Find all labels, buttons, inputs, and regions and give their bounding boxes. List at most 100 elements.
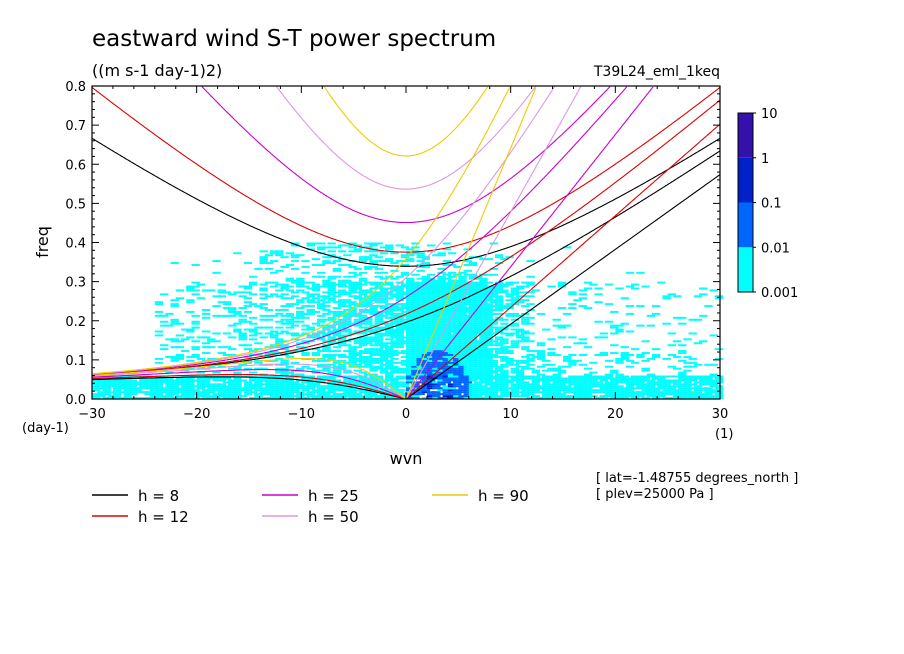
heat-cell (667, 375, 677, 378)
heat-cell (468, 334, 478, 337)
heat-cell (296, 310, 305, 313)
heat-cell (683, 361, 692, 364)
heat-cell (615, 397, 624, 399)
heat-cell (510, 293, 520, 296)
heat-cell (704, 305, 713, 308)
heat-cell (510, 367, 520, 370)
heat-cell (536, 385, 546, 388)
heat-cell (406, 279, 415, 282)
heat-cell (510, 391, 520, 394)
heat-cell (678, 379, 687, 382)
heat-cell (191, 355, 200, 358)
heat-cell (175, 289, 185, 292)
heat-cell (160, 324, 169, 327)
heat-cell (222, 377, 232, 380)
heat-cell (92, 395, 101, 398)
heat-cell (667, 381, 677, 384)
heat-cell (327, 287, 336, 290)
er-curve-h12 (92, 373, 406, 400)
heat-cell (583, 393, 593, 396)
heat-cell (196, 387, 206, 390)
heat-cell (531, 395, 540, 398)
heat-cell (317, 299, 326, 302)
heat-cell (688, 361, 697, 364)
heat-cell (290, 385, 300, 388)
heat-cell (463, 332, 472, 335)
heat-cell (714, 395, 724, 398)
heat-cell (306, 381, 315, 384)
heat-cell (678, 385, 687, 388)
heat-cell (521, 365, 530, 368)
heat-cell (552, 383, 561, 386)
heat-cell (358, 338, 368, 341)
heat-cell (489, 391, 499, 394)
heat-cell (201, 381, 211, 384)
colorbar-label: 1 (761, 152, 769, 167)
heat-cell (651, 348, 661, 351)
heat-cell (364, 350, 373, 353)
heat-cell (385, 309, 394, 311)
heat-cell (432, 289, 441, 292)
heat-cell (165, 381, 174, 384)
heat-cell (693, 393, 703, 396)
heat-cell (374, 367, 383, 370)
heat-cell (416, 346, 425, 349)
heat-cell (290, 244, 300, 247)
heat-cell (599, 332, 608, 335)
heat-cell (552, 367, 561, 370)
heat-cell (406, 344, 415, 347)
heat-cell (662, 391, 671, 394)
heat-cell (337, 354, 347, 356)
heat-cell (479, 350, 488, 353)
heat-cell (552, 369, 561, 372)
dispersion-curves (91, 85, 721, 400)
heat-cell (364, 318, 373, 321)
heat-cell (631, 379, 640, 382)
heat-cell (458, 334, 467, 337)
heat-cell (249, 281, 258, 284)
heat-cell (494, 283, 504, 286)
heat-cell (243, 367, 253, 370)
heat-cell (275, 254, 284, 257)
heat-cell (568, 361, 577, 364)
heat-cell (453, 342, 462, 345)
heat-cell (515, 334, 525, 337)
heat-cell (280, 373, 289, 376)
heat-cell (337, 334, 347, 337)
heat-cell (683, 397, 692, 399)
heat-cell (646, 385, 656, 388)
heat-cell (526, 367, 535, 370)
heat-cell (583, 387, 593, 390)
y-tick-label: 0.0 (65, 393, 86, 408)
heat-cell (568, 354, 577, 356)
heat-cell (521, 346, 530, 349)
heat-cell (468, 275, 478, 278)
heat-cell (615, 379, 624, 382)
heat-cell (385, 244, 394, 247)
heat-cell (641, 285, 650, 288)
heat-cell (479, 283, 488, 286)
heat-cell (332, 246, 342, 249)
heat-cell (447, 328, 457, 331)
heat-cell (390, 328, 399, 331)
heat-cell (615, 330, 624, 333)
y-tick-label: 0.2 (65, 315, 86, 330)
heat-cell (515, 359, 525, 362)
heat-cell (432, 320, 441, 323)
heat-cell (191, 391, 200, 394)
heat-cell (285, 393, 294, 396)
heat-cell (390, 342, 399, 345)
heat-cell (358, 314, 368, 317)
heat-cell (479, 307, 488, 310)
heat-cell (437, 338, 446, 341)
heat-cell (374, 293, 383, 296)
heat-cell (500, 352, 509, 355)
heat-cell (107, 381, 117, 384)
heat-cell (358, 371, 368, 374)
heat-cell (479, 355, 488, 358)
heat-cell (442, 316, 451, 319)
heat-cell (688, 332, 697, 335)
heat-cell (583, 346, 593, 349)
heat-cell (568, 293, 577, 296)
heat-cell (432, 295, 441, 298)
